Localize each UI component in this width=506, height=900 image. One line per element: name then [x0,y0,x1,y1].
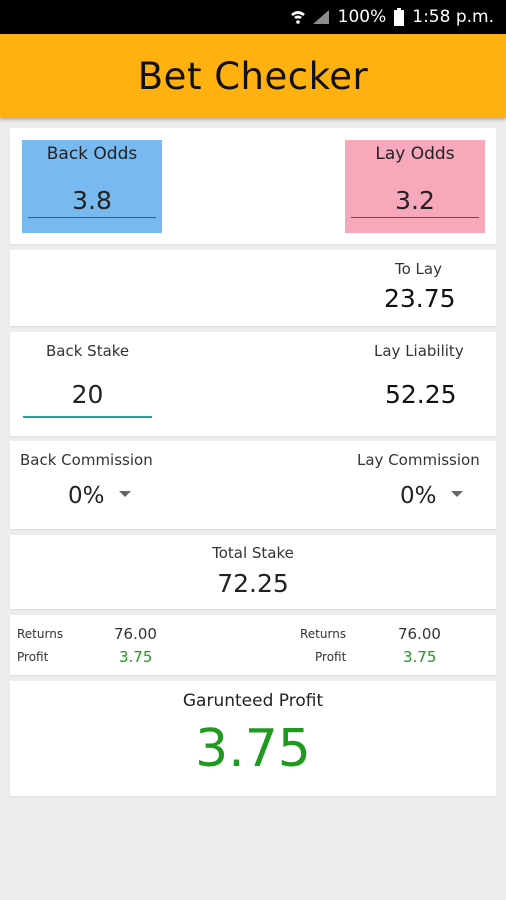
wifi-icon [290,11,305,24]
guaranteed-profit-card: Garunteed Profit 3.75 [10,681,496,796]
status-icons [290,9,330,25]
lay-odds-box[interactable]: Lay Odds 3.2 [345,140,485,233]
guaranteed-profit-value: 3.75 [195,719,311,779]
back-commission-value: 0% [68,483,105,509]
lay-liability-label: Lay Liability [374,342,464,360]
app-title: Bet Checker [137,54,369,98]
lay-liability-value: 52.25 [385,380,457,409]
lay-returns-label: Returns [300,627,347,641]
dropdown-caret-icon [118,490,131,497]
lay-commission-value: 0% [400,483,437,509]
guaranteed-profit-label: Garunteed Profit [182,691,324,711]
commission-card: Back Commission 0% Lay Commission 0% [10,441,496,529]
lay-profit-label: Profit [315,650,347,664]
back-commission-dropdown[interactable]: 0% [68,483,131,509]
back-stake-value: 20 [71,380,104,409]
back-commission-label: Back Commission [20,451,153,469]
lay-returns-value: 76.00 [398,625,441,643]
back-stake-input[interactable]: 20 [23,374,152,418]
back-profit-label: Profit [17,650,49,664]
back-stake-label: Back Stake [46,342,130,360]
stake-card: Back Stake 20 Lay Liability 52.25 [10,332,496,436]
total-stake-card: Total Stake 72.25 [10,535,496,609]
total-stake-label: Total Stake [212,544,294,562]
lay-odds-label: Lay Odds [375,144,455,164]
odds-card: Back Odds 3.8 Lay Odds 3.2 [10,128,496,244]
lay-odds-input[interactable]: 3.2 [351,184,479,218]
clock: 1:58 p.m. [412,7,494,27]
back-odds-label: Back Odds [46,144,138,164]
to-lay-value: 23.75 [384,284,456,313]
to-lay-card: To Lay 23.75 [10,250,496,326]
back-odds-input[interactable]: 3.8 [28,184,156,218]
to-lay-label: To Lay [395,260,442,278]
back-odds-box[interactable]: Back Odds 3.8 [22,140,162,233]
signal-icon [312,10,329,24]
battery-icon [394,8,405,26]
back-returns-label: Returns [17,627,64,641]
dropdown-caret-icon [450,490,463,497]
back-returns-value: 76.00 [114,625,157,643]
back-profit-value: 3.75 [119,648,153,666]
status-bar: 100% 1:58 p.m. [0,0,506,34]
lay-commission-dropdown[interactable]: 0% [400,483,463,509]
battery-percentage: 100% [337,7,387,27]
app-bar: Bet Checker [0,34,506,118]
returns-card: Returns 76.00 Profit 3.75 Returns 76.00 … [10,615,496,675]
total-stake-value: 72.25 [217,569,289,598]
lay-commission-label: Lay Commission [357,451,480,469]
lay-profit-value: 3.75 [403,648,437,666]
